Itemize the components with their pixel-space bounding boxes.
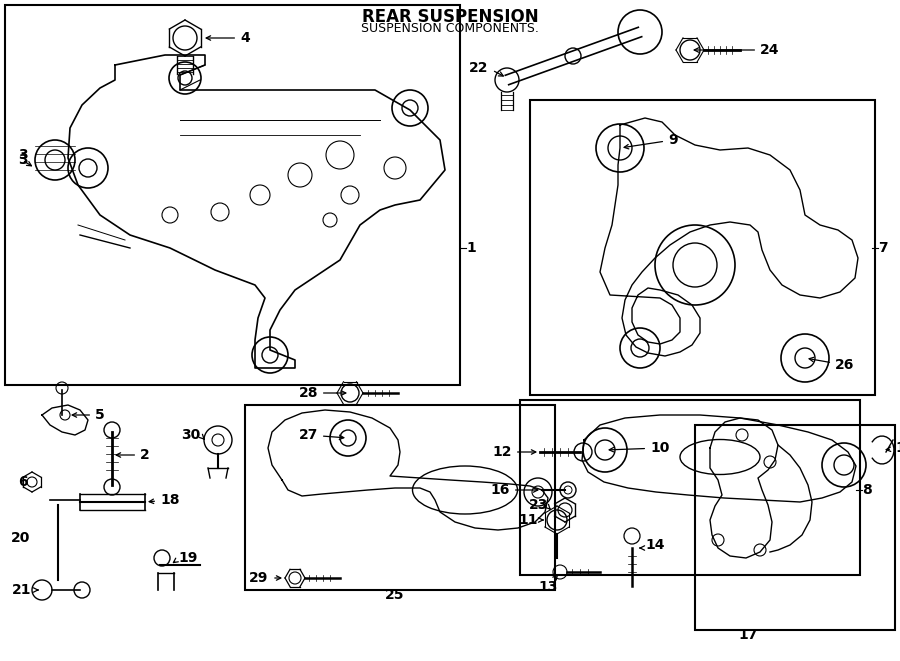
- Text: 20: 20: [11, 531, 30, 545]
- Text: REAR SUSPENSION: REAR SUSPENSION: [362, 8, 538, 26]
- Text: SUSPENSION COMPONENTS.: SUSPENSION COMPONENTS.: [361, 22, 539, 35]
- Text: 11: 11: [518, 513, 538, 527]
- Text: 16: 16: [491, 483, 538, 497]
- Text: 9: 9: [624, 133, 678, 149]
- Text: 10: 10: [609, 441, 670, 455]
- Text: 13: 13: [538, 580, 558, 594]
- Text: 15: 15: [886, 441, 900, 455]
- Text: 17: 17: [738, 628, 758, 642]
- Text: 18: 18: [149, 493, 179, 507]
- Text: 27: 27: [299, 428, 344, 442]
- Text: 4: 4: [206, 31, 250, 45]
- Text: 8: 8: [862, 483, 872, 497]
- Text: 7: 7: [878, 241, 887, 255]
- Text: 6: 6: [18, 475, 28, 489]
- Text: 29: 29: [248, 571, 268, 585]
- Bar: [245, 405, 555, 590]
- Text: 25: 25: [385, 588, 405, 602]
- Text: 2: 2: [116, 448, 149, 462]
- Text: 26: 26: [809, 358, 854, 372]
- Bar: [5, 5, 460, 385]
- Bar: [695, 425, 895, 630]
- Text: 28: 28: [299, 386, 346, 400]
- Text: 12: 12: [492, 445, 536, 459]
- Text: 5: 5: [72, 408, 104, 422]
- Text: 3: 3: [18, 153, 28, 167]
- Text: 1: 1: [466, 241, 476, 255]
- Text: 30: 30: [181, 428, 200, 442]
- Text: 22: 22: [469, 61, 488, 75]
- Text: 19: 19: [178, 551, 197, 565]
- Text: 21: 21: [12, 583, 38, 597]
- Bar: [520, 400, 860, 575]
- Text: 24: 24: [694, 43, 779, 57]
- Bar: [530, 100, 875, 395]
- Text: 23: 23: [528, 498, 548, 512]
- Text: 3: 3: [18, 148, 28, 162]
- Text: 14: 14: [645, 538, 664, 552]
